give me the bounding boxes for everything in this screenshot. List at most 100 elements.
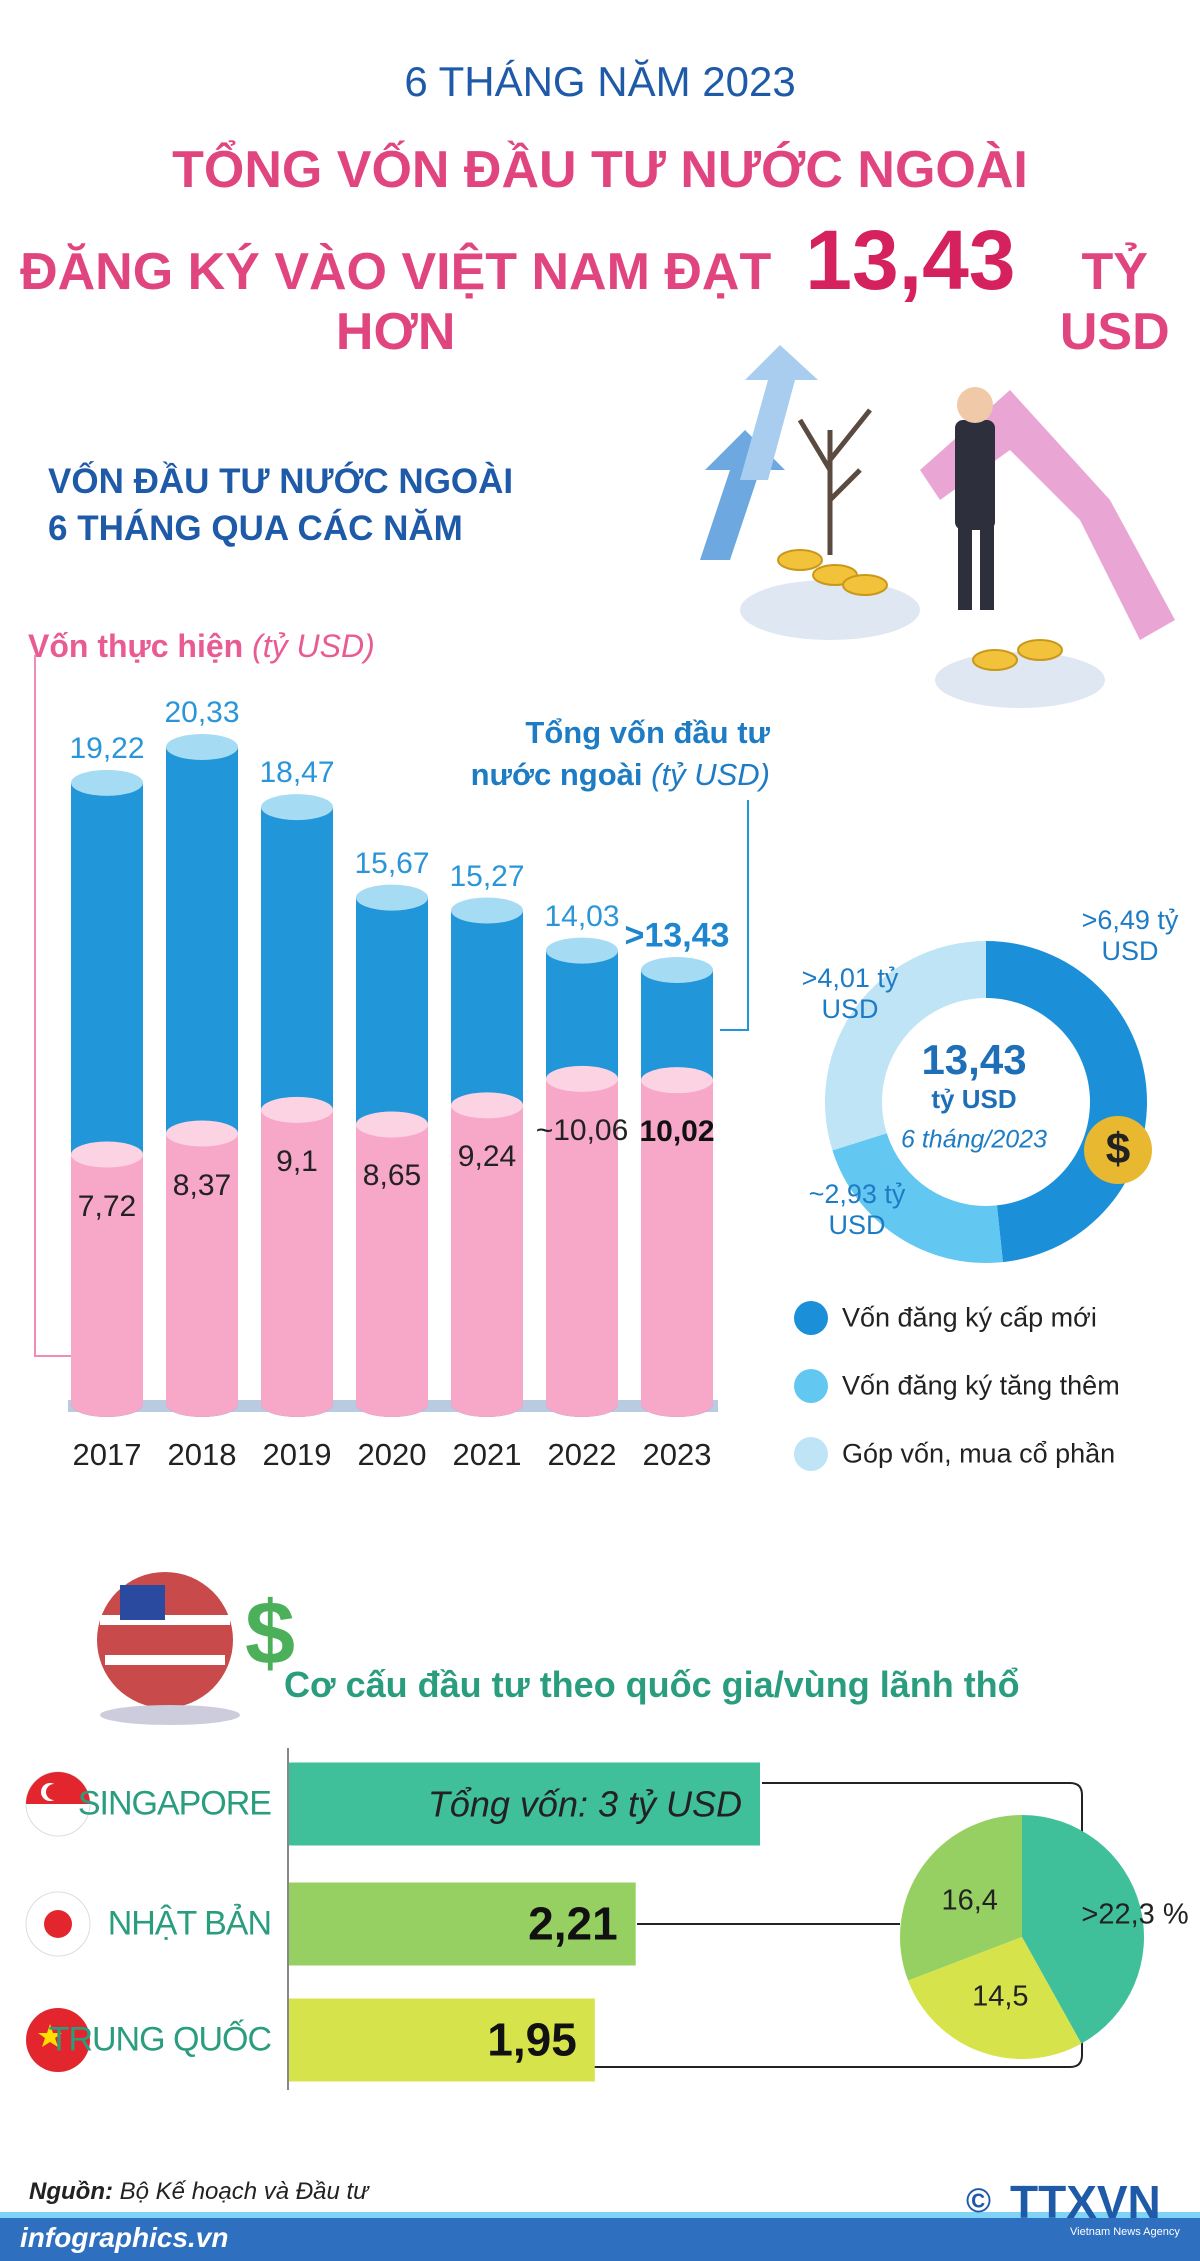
cylinder-top (451, 897, 523, 924)
cylinder-top (356, 1111, 428, 1138)
pie-slice (908, 1937, 1082, 2059)
legend-label: Vốn đăng ký cấp mới (842, 1302, 1097, 1333)
flag-japan (25, 1891, 91, 1957)
center-value: 13,43 (921, 1035, 1027, 1083)
source-label: Nguồn: (29, 2178, 113, 2205)
footer-stripe (0, 2212, 1200, 2218)
value-label: 16,4 (941, 1884, 998, 1917)
value-label: >22,3 % (1081, 1898, 1189, 1931)
cylinder-top (451, 1092, 523, 1119)
value-label: 19,22 (69, 731, 145, 765)
bar (288, 1762, 760, 1846)
value-label: 20,33 (164, 695, 240, 729)
cylinder-top (71, 1141, 143, 1168)
money-sign: $ (1106, 1125, 1130, 1174)
globe-icon: $ (97, 1572, 295, 1725)
source: Nguồn: Bộ Kế hoạch và Đầu tư (29, 2178, 368, 2206)
cylinder-top (71, 769, 143, 796)
value-label: Tổng vốn: 3 tỷ USD (427, 1783, 742, 1825)
agency-full: Vietnam News Agency (1070, 2226, 1180, 2238)
cylinder-top (546, 937, 618, 964)
x-tick-label: 2022 (547, 1437, 617, 1473)
category-label: NHẬT BẢN (107, 1904, 272, 1943)
donut-segment (825, 941, 986, 1151)
bar (356, 1124, 428, 1404)
cylinder-top (356, 884, 428, 911)
value-label: 18,47 (259, 755, 335, 789)
category-label: TRUNG QUỐC (48, 2020, 272, 2059)
donut-segment (832, 1133, 1003, 1263)
legend-entry: Tổng vốn đầu tư nước ngoài (tỷ USD) (455, 712, 770, 796)
legend-label: Góp vốn, mua cổ phần (842, 1438, 1116, 1469)
legend-swatch (794, 1437, 828, 1471)
value-label: 8,37 (172, 1168, 232, 1202)
legend-swatch (794, 1369, 828, 1403)
x-tick-label: 2023 (642, 1437, 712, 1473)
value-label: 10,02 (639, 1114, 715, 1148)
legend-swatch (794, 1301, 828, 1335)
cylinder-top (166, 1120, 238, 1147)
bar (288, 1998, 595, 2082)
x-tick-label: 2018 (167, 1437, 237, 1473)
flag-china (26, 2008, 90, 2072)
title: ĐĂNG KÝ VÀO VIỆT NAM ĐẠT HƠN (20, 243, 772, 361)
value-label: 15,27 (449, 859, 525, 893)
center-unit: tỷ USD (931, 1084, 1017, 1115)
footer-bar (0, 2218, 1200, 2261)
value-label: 9,24 (457, 1140, 517, 1174)
x-tick-label: 2019 (262, 1437, 332, 1473)
highlight: 13,43 (805, 213, 1016, 307)
flag-singapore (25, 1771, 91, 1837)
value-label: 8,65 (362, 1159, 422, 1193)
svg-text:$: $ (245, 1584, 295, 1684)
value-label: >6,49 tỷ USD (1081, 904, 1179, 966)
legend-entry: Vốn thực hiện (tỷ USD) (28, 628, 375, 665)
bar (641, 1080, 713, 1404)
bar (71, 1154, 143, 1404)
pie-slice (1022, 1814, 1144, 2044)
cylinder-top (641, 1067, 713, 1094)
legend-label: Vốn thực hiện (28, 628, 244, 664)
cylinder-top (261, 1096, 333, 1123)
value-label: 15,67 (354, 846, 430, 880)
bar (288, 1882, 636, 1966)
legend-label: Vốn đăng ký tăng thêm (842, 1370, 1120, 1401)
center-note: 6 tháng/2023 (901, 1125, 1047, 1154)
title-line: ĐĂNG KÝ VÀO VIỆT NAM ĐẠT HƠN 13,43 TỶ US… (0, 212, 1200, 362)
chart-title: Cơ cấu đầu tư theo quốc gia/vùng lãnh th… (284, 1664, 1020, 1705)
legend-label: Tổng vốn đầu tư nước ngoài (470, 715, 770, 792)
category-label: SINGAPORE (77, 1784, 272, 1823)
x-tick-label: 2017 (72, 1437, 142, 1473)
value-label: >13,43 (624, 916, 730, 955)
value-label: ~10,06 (535, 1113, 629, 1147)
legend-bracket (34, 655, 75, 1357)
website: infographics.vn (20, 2222, 229, 2253)
agency: TTXVN (1010, 2176, 1161, 2228)
legend-bracket (720, 800, 749, 1031)
cylinder-top (166, 734, 238, 760)
bar (166, 1133, 238, 1404)
bar (546, 1078, 618, 1404)
cylinder-top (261, 794, 333, 821)
bar (451, 1105, 523, 1404)
pie-slice (900, 1815, 1022, 1981)
cylinder-top (641, 956, 713, 983)
title: TỔNG VỐN ĐẦU TƯ NƯỚC NGOÀI (172, 141, 1028, 199)
legend-unit: (tỷ USD) (252, 628, 375, 664)
value-label: ~2,93 tỷ USD (808, 1178, 906, 1240)
illustration (700, 345, 1175, 708)
value-label: 1,95 (487, 2013, 577, 2066)
x-tick-label: 2020 (357, 1437, 427, 1473)
source-text: Bộ Kế hoạch và Đầu tư (119, 2178, 369, 2205)
highlight-unit: TỶ USD (1059, 243, 1170, 361)
kicker: 6 THÁNG NĂM 2023 (404, 58, 796, 105)
chart-title: VỐN ĐẦU TƯ NƯỚC NGOÀI 6 THÁNG QUA CÁC NĂ… (48, 462, 514, 549)
cylinder-top (546, 1065, 618, 1092)
legend-unit: (tỷ USD) (651, 756, 770, 792)
value-label: 9,1 (276, 1144, 318, 1178)
value-label: 14,03 (544, 899, 620, 933)
x-tick-label: 2021 (452, 1437, 522, 1473)
money-bag (1084, 1116, 1152, 1184)
